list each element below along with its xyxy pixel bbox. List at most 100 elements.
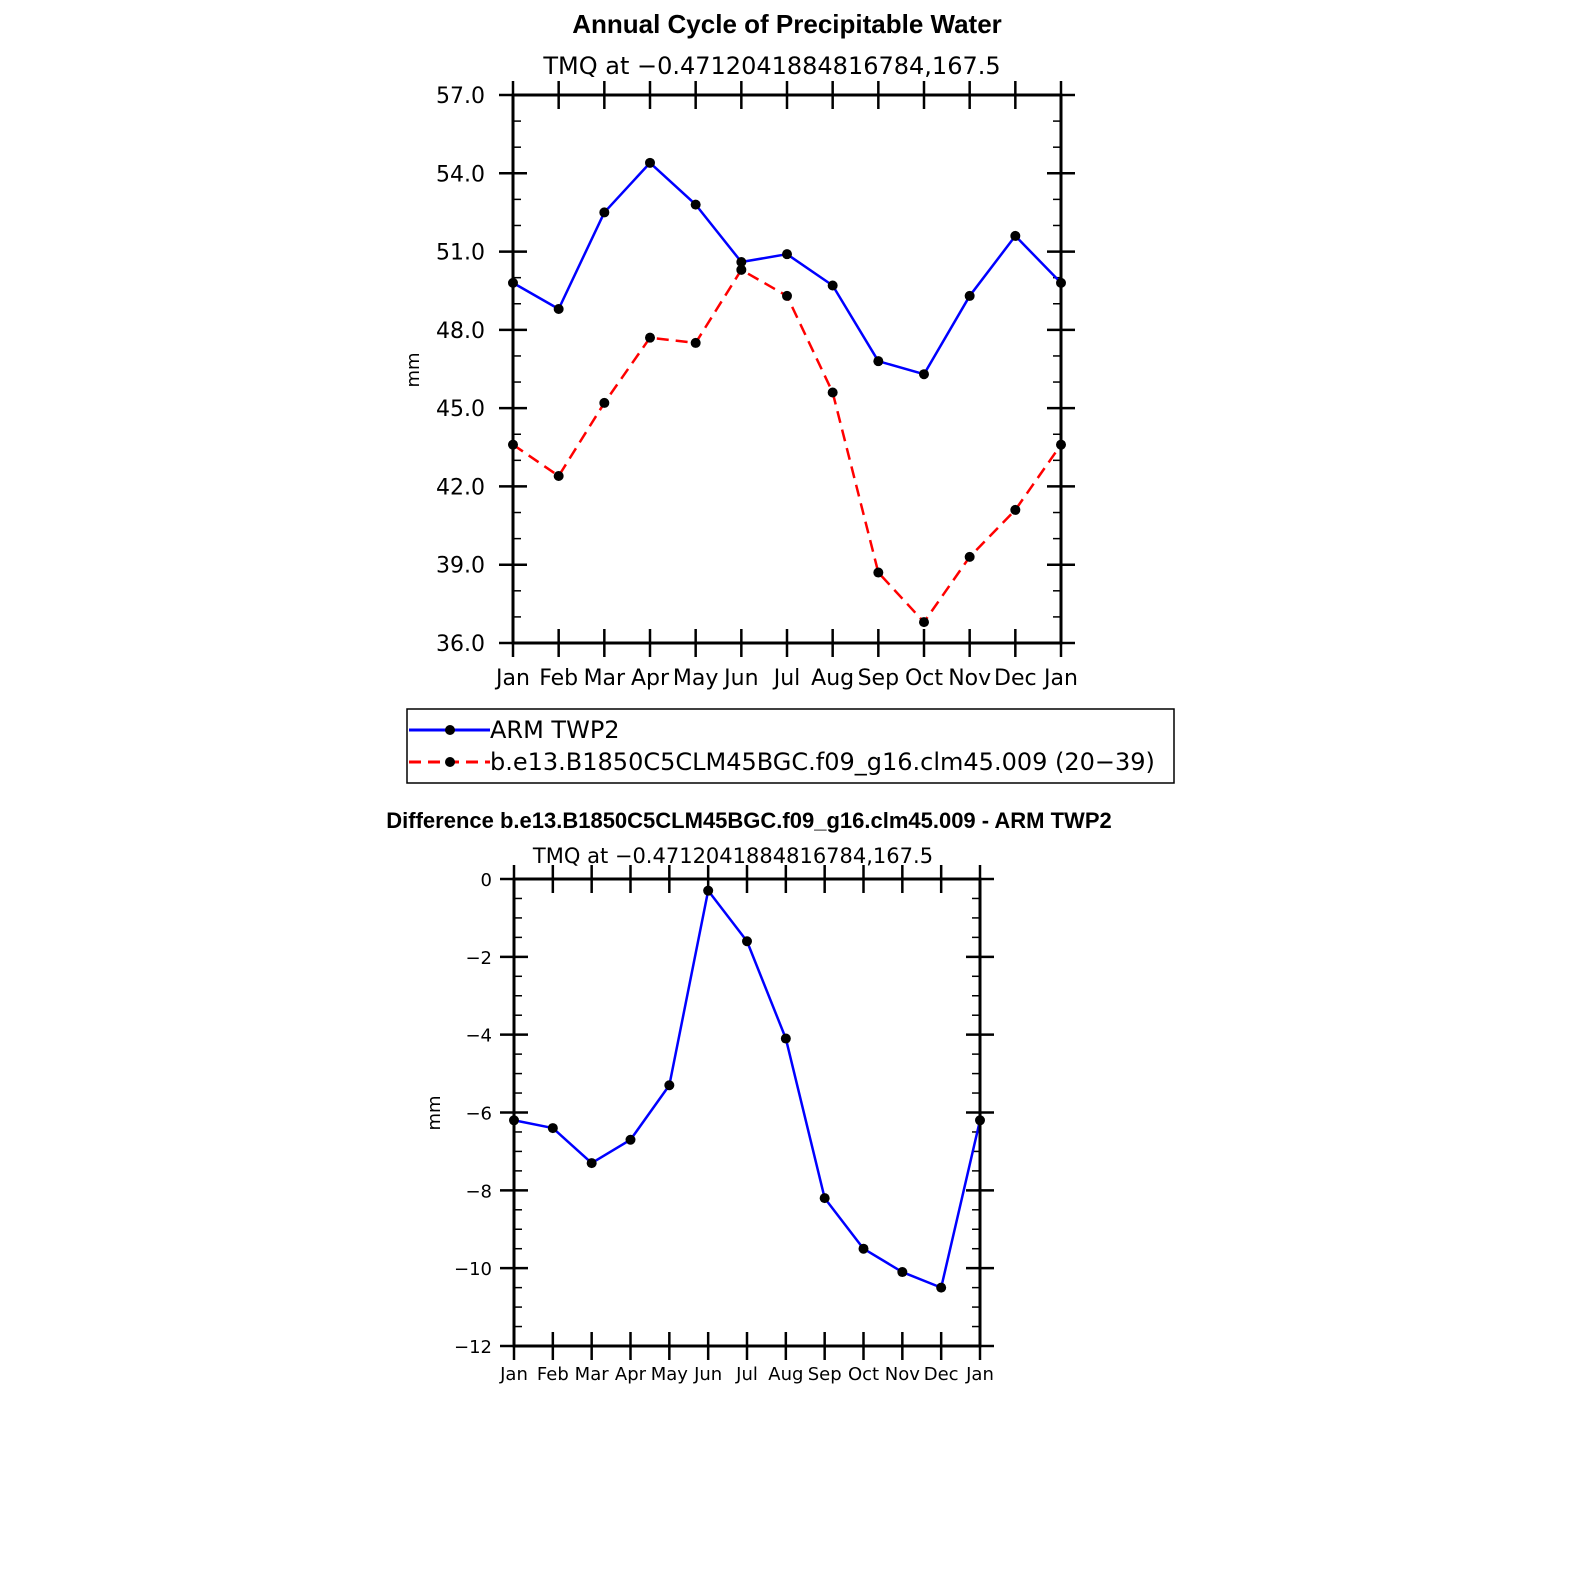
legend-label-model: b.e13.B1850C5CLM45BGC.f09_g16.clm45.009 … (490, 748, 1155, 776)
series-point-0 (625, 1134, 636, 1145)
series-point-0 (645, 157, 655, 168)
legend-box (406, 708, 1175, 784)
series-line-0 (513, 889, 982, 1289)
series-point-0 (964, 290, 975, 301)
legend-marker-arm (445, 725, 455, 735)
y-tick-label: −12 (454, 1337, 492, 1358)
x-tick-label: Jun (693, 1364, 722, 1385)
x-tick-label: Jul (735, 1364, 758, 1385)
series-point-1 (690, 337, 701, 348)
y-tick-label: −4 (465, 1026, 492, 1047)
series-point-0 (736, 257, 747, 268)
chart1-y-axis-label: mm (403, 352, 424, 387)
y-tick-label: −8 (465, 1181, 492, 1202)
series-point-1 (827, 387, 838, 398)
chart1-legend: ARM TWP2 b.e13.B1850C5CLM45BGC.f09_g16.c… (406, 708, 1175, 784)
x-tick-label: Nov (885, 1364, 920, 1385)
x-tick-label: Nov (948, 666, 991, 691)
x-tick-label: Jan (494, 666, 530, 691)
series-point-0 (919, 369, 929, 380)
y-tick-label: 42.0 (436, 475, 485, 500)
x-tick-label: May (651, 1364, 689, 1385)
precipitable-water-chart: Annual Cycle of Precipitable Water TMQ a… (403, 9, 1175, 784)
chart2-subtitle: TMQ at −0.4712041884816784,167.5 (532, 844, 933, 868)
legend-label-arm: ARM TWP2 (490, 716, 620, 744)
x-tick-label: Dec (994, 666, 1037, 691)
x-tick-label: Mar (575, 1364, 610, 1385)
y-tick-label: 48.0 (436, 319, 485, 344)
series-point-1 (782, 290, 792, 301)
y-tick-label: 54.0 (436, 162, 485, 187)
series-line-0 (512, 161, 1062, 376)
x-tick-label: Sep (858, 666, 899, 691)
chart1-plot-frame (511, 93, 1063, 645)
x-tick-label: Jun (722, 666, 758, 691)
chart2-tick-labels: −12 −10 −8 −6 −4 −2 0 Jan Feb Mar Apr May Jun Jul Aug S… (454, 870, 994, 1385)
series-point-0 (742, 936, 752, 947)
series-line-1 (512, 268, 1063, 624)
series-point-0 (827, 280, 838, 291)
series-point-1 (736, 264, 747, 275)
y-tick-label: 0 (481, 870, 492, 891)
x-tick-label: Jan (1042, 666, 1078, 691)
chart2-y-axis-label: mm (424, 1095, 445, 1130)
x-tick-label: Oct (905, 666, 943, 691)
x-tick-label: Apr (615, 1364, 647, 1385)
series-point-0 (780, 1033, 791, 1044)
x-tick-label: Aug (811, 666, 854, 691)
series-point-0 (664, 1080, 675, 1091)
series-point-1 (919, 617, 929, 628)
y-tick-label: 36.0 (436, 632, 485, 657)
series-point-1 (553, 470, 564, 481)
series-point-0 (599, 207, 610, 218)
series-point-0 (819, 1193, 830, 1204)
y-tick-label: 51.0 (436, 241, 485, 266)
x-tick-label: Dec (924, 1364, 959, 1385)
series-point-1 (1010, 504, 1021, 515)
y-tick-label: 45.0 (436, 397, 485, 422)
series-point-0 (858, 1243, 869, 1254)
x-tick-label: Oct (848, 1364, 879, 1385)
chart2-plot-frame (512, 877, 982, 1348)
x-tick-label: Jan (965, 1364, 994, 1385)
y-tick-label: −6 (465, 1104, 492, 1125)
series-point-0 (553, 303, 564, 314)
chart1-title: Annual Cycle of Precipitable Water (572, 9, 1002, 39)
x-tick-label: May (673, 666, 718, 691)
series-point-0 (782, 249, 792, 260)
series-point-0 (936, 1282, 947, 1293)
difference-chart: Difference b.e13.B1850C5CLM45BGC.f09_g16… (386, 808, 1111, 1385)
x-tick-label: Jul (772, 666, 801, 691)
y-tick-label: −2 (465, 948, 492, 969)
series-point-1 (964, 551, 975, 562)
y-tick-label: −10 (454, 1259, 492, 1280)
x-tick-label: Feb (539, 666, 578, 691)
series-point-1 (599, 397, 610, 408)
x-tick-label: Apr (631, 666, 670, 691)
series-point-0 (873, 356, 884, 367)
series-point-1 (873, 567, 884, 578)
y-tick-label: 57.0 (436, 84, 485, 109)
series-point-0 (1010, 230, 1021, 241)
legend-item-model: b.e13.B1850C5CLM45BGC.f09_g16.clm45.009 … (409, 748, 1155, 776)
chart1-series (508, 157, 1066, 628)
series-point-0 (586, 1158, 597, 1169)
chart1-ticks (499, 81, 1075, 657)
chart2-series (509, 885, 985, 1293)
series-point-0 (703, 885, 714, 896)
series-point-0 (547, 1123, 558, 1134)
x-tick-label: Mar (584, 666, 626, 691)
x-tick-label: Jan (499, 1364, 528, 1385)
y-tick-label: 39.0 (436, 554, 485, 579)
x-tick-label: Feb (537, 1364, 569, 1385)
chart1-subtitle: TMQ at −0.4712041884816784,167.5 (542, 52, 1000, 80)
legend-marker-model (445, 757, 455, 767)
series-point-1 (645, 332, 655, 343)
series-point-0 (897, 1267, 908, 1278)
chart2-title: Difference b.e13.B1850C5CLM45BGC.f09_g16… (386, 808, 1111, 833)
x-tick-label: Aug (768, 1364, 803, 1385)
series-point-0 (690, 199, 701, 210)
legend-item-arm: ARM TWP2 (409, 716, 620, 744)
